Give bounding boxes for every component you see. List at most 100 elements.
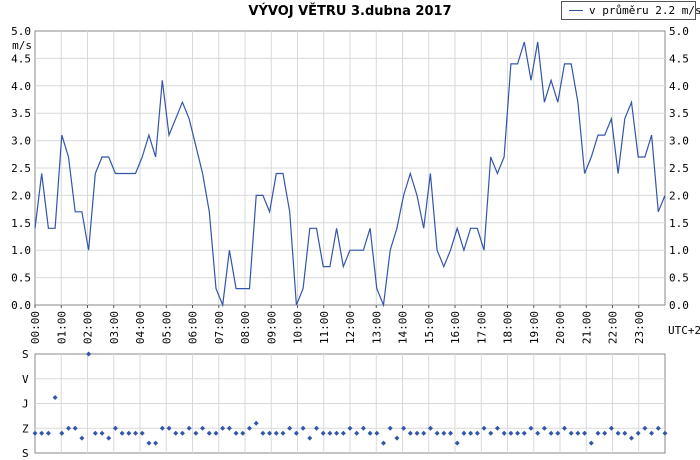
- speed-xtick-label: 00:00: [29, 311, 42, 344]
- direction-point: [92, 430, 98, 436]
- speed-ytick-left-label: 4.5: [11, 52, 31, 65]
- direction-point: [340, 430, 346, 436]
- speed-ytick-right-label: 4.0: [669, 80, 689, 93]
- direction-point: [615, 430, 621, 436]
- direction-point: [179, 430, 185, 436]
- direction-point: [287, 425, 293, 431]
- speed-xtick-label: 16:00: [449, 311, 462, 344]
- direction-point: [313, 425, 319, 431]
- direction-point: [407, 430, 413, 436]
- direction-point: [32, 430, 38, 436]
- direction-point: [39, 430, 45, 436]
- direction-point: [628, 435, 634, 441]
- direction-point: [622, 430, 628, 436]
- legend-swatch: [569, 10, 583, 11]
- direction-point: [112, 425, 118, 431]
- legend: v průměru 2.2 m/s: [561, 1, 700, 20]
- direction-point: [146, 440, 152, 446]
- speed-xtick-label: 03:00: [108, 311, 121, 344]
- direction-point: [582, 430, 588, 436]
- direction-point: [260, 430, 266, 436]
- speed-xtick-label: 17:00: [475, 311, 488, 344]
- speed-ytick-left-label: 1.0: [11, 244, 31, 257]
- speed-xtick-label: 18:00: [502, 311, 515, 344]
- direction-point: [86, 351, 92, 357]
- direction-point: [521, 430, 527, 436]
- speed-xtick-label: 23:00: [633, 311, 646, 344]
- speed-xtick-label: 21:00: [580, 311, 593, 344]
- direction-ytick-label: S: [22, 447, 29, 460]
- direction-point: [515, 430, 521, 436]
- direction-point: [387, 425, 393, 431]
- direction-point: [381, 440, 387, 446]
- direction-point: [52, 394, 58, 400]
- speed-series-line: [34, 41, 666, 308]
- direction-point: [481, 425, 487, 431]
- speed-xtick-label: 09:00: [265, 311, 278, 344]
- speed-xtick-label: 11:00: [318, 311, 331, 344]
- speed-xtick-label: 20:00: [554, 311, 567, 344]
- direction-point: [347, 425, 353, 431]
- speed-xtick-label: 05:00: [160, 311, 173, 344]
- speed-xtick-label: 13:00: [370, 311, 383, 344]
- direction-point: [126, 430, 132, 436]
- direction-point: [173, 430, 179, 436]
- direction-point: [360, 425, 366, 431]
- direction-point: [561, 425, 567, 431]
- direction-point: [45, 430, 51, 436]
- direction-point: [662, 430, 668, 436]
- speed-ytick-left-label: 3.0: [11, 135, 31, 148]
- direction-point: [233, 430, 239, 436]
- direction-ytick-label: V: [22, 373, 29, 386]
- speed-ytick-right-label: 1.0: [669, 244, 689, 257]
- speed-xtick-label: 12:00: [344, 311, 357, 344]
- direction-point: [588, 440, 594, 446]
- speed-ytick-left-label: 0.0: [11, 299, 31, 312]
- direction-point: [106, 435, 112, 441]
- direction-point: [642, 425, 648, 431]
- speed-xtick-label: 15:00: [423, 311, 436, 344]
- speed-xtick-label: 01:00: [55, 311, 68, 344]
- direction-point: [139, 430, 145, 436]
- direction-point: [414, 430, 420, 436]
- direction-point: [568, 430, 574, 436]
- speed-xtick-label: 14:00: [397, 311, 410, 344]
- direction-point: [320, 430, 326, 436]
- direction-point: [548, 430, 554, 436]
- direction-point: [66, 425, 72, 431]
- direction-point: [159, 425, 165, 431]
- direction-point: [421, 430, 427, 436]
- direction-point: [153, 440, 159, 446]
- direction-point: [535, 430, 541, 436]
- speed-ytick-right-label: 4.5: [669, 52, 689, 65]
- direction-point: [394, 435, 400, 441]
- direction-point: [488, 430, 494, 436]
- direction-point: [240, 430, 246, 436]
- direction-point: [461, 430, 467, 436]
- direction-point: [474, 430, 480, 436]
- speed-ytick-right-label: 2.0: [669, 189, 689, 202]
- direction-point: [508, 430, 514, 436]
- direction-point: [193, 430, 199, 436]
- direction-point: [434, 430, 440, 436]
- direction-point: [200, 425, 206, 431]
- direction-point: [220, 425, 226, 431]
- direction-point: [595, 430, 601, 436]
- direction-point: [401, 425, 407, 431]
- direction-point: [206, 430, 212, 436]
- direction-point: [655, 425, 661, 431]
- speed-ytick-left-label: 2.5: [11, 162, 31, 175]
- speed-xtick-label: 10:00: [292, 311, 305, 344]
- x-axis-timezone-label: UTC+2: [668, 324, 700, 337]
- direction-point: [649, 430, 655, 436]
- speed-ytick-right-label: 3.5: [669, 107, 689, 120]
- direction-point: [608, 425, 614, 431]
- direction-point: [441, 430, 447, 436]
- direction-point: [494, 425, 500, 431]
- speed-xtick-label: 04:00: [134, 311, 147, 344]
- legend-label: v průměru 2.2 m/s: [589, 4, 700, 17]
- speed-ytick-right-label: 5.0: [669, 25, 689, 38]
- direction-point: [213, 430, 219, 436]
- direction-point: [166, 425, 172, 431]
